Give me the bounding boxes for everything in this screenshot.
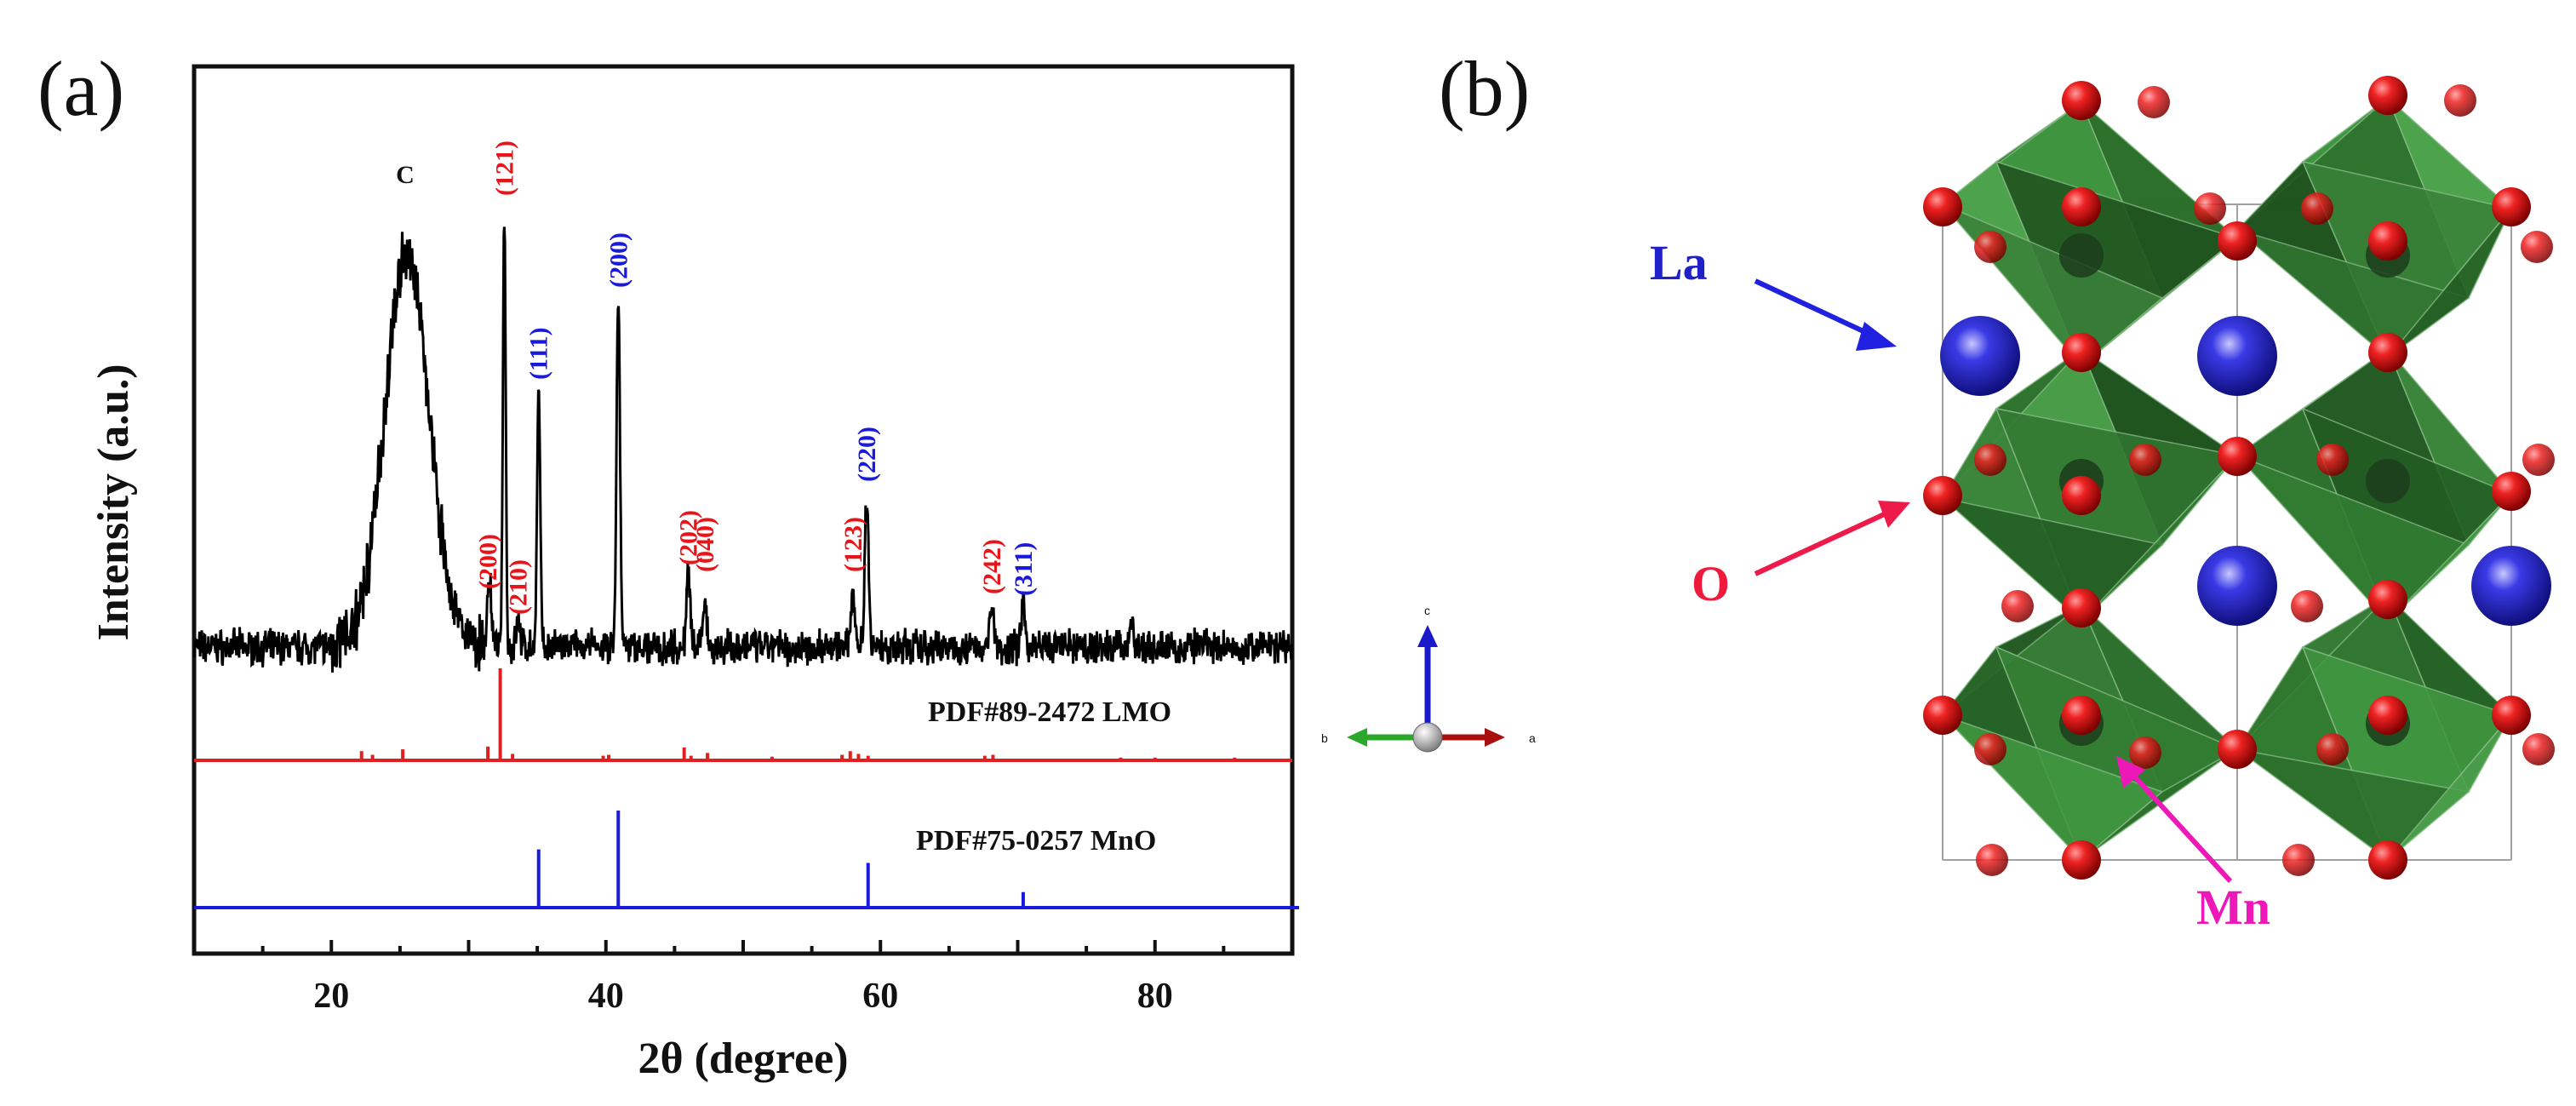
- oxygen-atom: [2492, 696, 2531, 735]
- oxygen-atom: [2062, 696, 2101, 735]
- mno6-octahedra: [1940, 96, 2514, 862]
- mn-label: Mn: [2196, 880, 2270, 935]
- oxygen-atom: [2062, 476, 2101, 515]
- axis-a-label: a: [1529, 731, 1536, 745]
- mno-reference-label: PDF#75-0257 MnO: [916, 825, 1156, 857]
- oxygen-atom: [2492, 472, 2531, 511]
- oxygen-atom: [2368, 696, 2407, 735]
- la-atom: [2471, 546, 2551, 626]
- oxygen-atom: [2368, 580, 2407, 619]
- peak-labels: (200) (121) (210) (111) (200) (202)(040) (123)…: [474, 140, 1038, 615]
- x-tick-label: 60: [862, 977, 898, 1016]
- xrd-chart: 20 40 60 80 (200)(121)(210)(111)(200)(202)(…: [89, 64, 1299, 1083]
- octahedron-face: [2387, 208, 2512, 358]
- oxygen-atom: [1923, 696, 1962, 735]
- oxygen-atom: [2368, 840, 2407, 880]
- peak-label: (220): [853, 427, 881, 482]
- oxygen-atom: [2218, 221, 2257, 261]
- oxygen-atom: [2291, 590, 2323, 622]
- oxygen-atom: [1976, 844, 2008, 876]
- la-atom: [2197, 546, 2277, 626]
- oxygen-atom: [2138, 86, 2170, 118]
- oxygen-atom: [2522, 733, 2555, 765]
- la-label: La: [1650, 235, 1708, 290]
- x-tick-label: 80: [1137, 977, 1173, 1016]
- panel-b-label: (b): [1439, 45, 1530, 132]
- octahedron-face: [2081, 455, 2238, 622]
- oxygen-atom: [1923, 476, 1962, 515]
- oxygen-atom: [1974, 444, 2006, 476]
- oxygen-atom: [2492, 187, 2531, 226]
- la-atoms: [1940, 316, 2551, 626]
- oxygen-atom: [2316, 733, 2349, 765]
- octahedron-face: [2387, 714, 2512, 861]
- peak-label: (311): [1010, 542, 1038, 596]
- xrd-pattern-line: [192, 226, 1293, 673]
- la-atom: [1940, 316, 2020, 396]
- oxygen-atom: [2444, 84, 2476, 117]
- oxygen-atom: [2522, 444, 2555, 476]
- mn-atom: [2059, 233, 2104, 278]
- oxygen-atom: [2062, 81, 2101, 120]
- lmo-reference-label: PDF#89-2472 LMO: [928, 696, 1171, 728]
- peak-label: (121): [490, 140, 518, 196]
- oxygen-atom: [2001, 590, 2034, 622]
- axis-c-label: c: [1424, 604, 1430, 617]
- oxygen-atom: [2218, 437, 2257, 476]
- octahedron-face: [2387, 493, 2512, 622]
- lmo-reference-pattern: [194, 668, 1292, 762]
- oxygen-atom: [2301, 192, 2333, 225]
- y-axis-label: Intensity (a.u.): [89, 364, 138, 640]
- oxygen-atom: [2316, 444, 2349, 476]
- mn-atom: [2366, 459, 2410, 503]
- atom-annotations: La O Mn: [1650, 235, 2270, 935]
- oxygen-atom: [2194, 192, 2226, 225]
- crystal-axes-indicator: c b a: [1321, 604, 1536, 753]
- x-tick-label: 20: [313, 977, 349, 1016]
- peak-label: (040): [691, 517, 719, 572]
- la-atom: [2197, 316, 2277, 396]
- oxygen-atom: [2062, 333, 2101, 372]
- oxygen-atom: [1923, 187, 1962, 226]
- oxygen-atom: [2129, 444, 2161, 476]
- o-label: O: [1692, 556, 1730, 611]
- octahedron-face: [2081, 238, 2238, 367]
- oxygen-atom: [2062, 187, 2101, 226]
- peak-label: (200): [604, 232, 633, 288]
- oxygen-atom: [2368, 221, 2407, 261]
- oxygen-atoms: [1923, 76, 2555, 880]
- oxygen-atom: [2062, 840, 2101, 880]
- oxygen-atom: [2282, 844, 2315, 876]
- peak-label: (202): [675, 510, 703, 565]
- panel-a-label: (a): [37, 45, 124, 132]
- oxygen-atom: [2129, 736, 2161, 769]
- x-tick-label: 40: [588, 977, 624, 1016]
- oxygen-atom: [1974, 231, 2006, 263]
- perovskite-crystal-structure: [1923, 76, 2555, 880]
- x-axis-tick-labels: 20 40 60 80: [313, 977, 1173, 1016]
- oxygen-atom: [2218, 730, 2257, 769]
- peak-label: (123): [839, 517, 867, 572]
- peak-label: (242): [978, 539, 1006, 594]
- oxygen-atom: [2062, 588, 2101, 627]
- oxygen-atom: [2521, 231, 2553, 263]
- carbon-peak-label: C: [396, 161, 415, 189]
- peak-label: (210): [505, 559, 533, 615]
- peak-label: (200): [474, 534, 502, 589]
- peak-label: (111): [525, 327, 553, 380]
- axis-b-label: b: [1321, 731, 1328, 745]
- x-axis-label: 2θ (degree): [638, 1034, 848, 1083]
- mno-reference-pattern: [194, 811, 1299, 909]
- oxygen-atom: [2368, 76, 2407, 115]
- oxygen-atom: [1974, 733, 2006, 765]
- x-axis-ticks: [192, 940, 1294, 954]
- plot-frame: [192, 64, 1295, 956]
- oxygen-atom: [2368, 333, 2407, 372]
